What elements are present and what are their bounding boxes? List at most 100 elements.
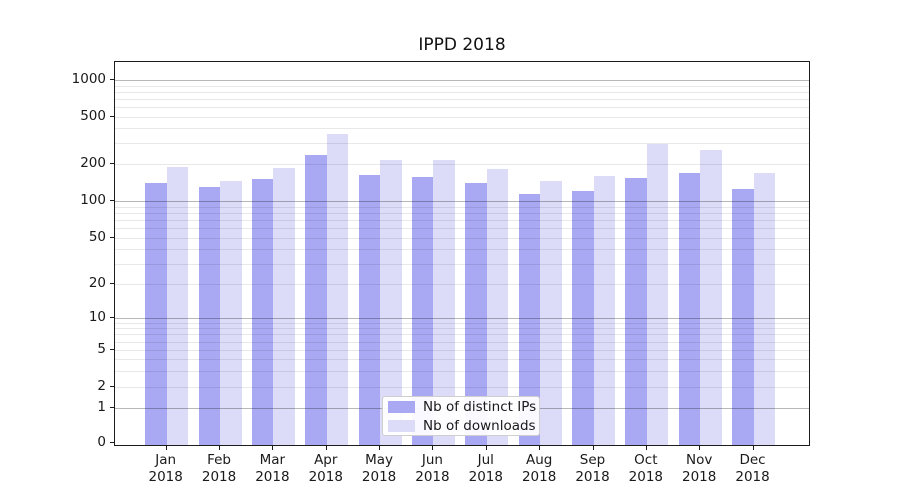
bar-downloads-may [380,159,402,445]
x-tick-year-dec: 2018 [735,468,770,485]
legend-item-distinct-ips: Nb of distinct IPs [383,399,539,415]
y-tick-0 [110,442,114,443]
x-tick-label-jul: Jul 2018 [456,452,516,485]
gridline-300 [115,143,809,145]
y-tick-500 [110,116,114,117]
bar-ips-jul [465,182,487,445]
x-tick-month-nov: Nov [686,452,713,468]
bar-ips-jan [145,183,167,445]
y-tick-label-2: 2 [97,378,106,394]
gridline-800 [115,91,809,93]
x-tick-label-apr: Apr 2018 [296,452,356,485]
x-tick-month-apr: Apr [314,452,338,468]
y-tick-2 [110,386,114,387]
y-tick-20 [110,283,114,284]
x-tick-jul [485,446,487,450]
gridline-500 [115,117,809,118]
bar-ips-mar [251,179,274,445]
bar-ips-sep [572,190,594,445]
legend: Nb of distinct IPs Nb of downloads [382,396,540,436]
gridline-400 [115,128,809,130]
bar-downloads-nov [700,149,722,445]
x-tick-year-feb: 2018 [201,468,237,485]
x-tick-year-jan: 2018 [148,468,183,485]
gridline-900 [115,85,809,87]
y-tick-1000 [110,79,114,80]
y-tick-1 [110,407,114,408]
x-tick-oct [645,446,647,450]
bar-ips-oct [625,178,647,445]
x-tick-year-may: 2018 [361,468,397,485]
x-tick-year-jun: 2018 [415,468,450,485]
x-tick-may [379,446,381,450]
bar-ips-feb [198,187,221,445]
x-tick-year-apr: 2018 [308,468,343,485]
y-tick-label-5: 5 [97,341,106,357]
bar-downloads-dec [753,172,776,445]
bar-downloads-aug [540,180,562,445]
x-tick-year-mar: 2018 [255,468,290,485]
x-tick-nov [699,446,701,450]
x-tick-label-sep: Sep 2018 [563,452,623,485]
y-tick-label-10: 10 [88,309,106,325]
legend-item-downloads: Nb of downloads [383,418,539,434]
y-tick-label-100: 100 [80,192,106,208]
bar-downloads-mar [273,168,295,445]
x-tick-month-aug: Aug [525,452,553,468]
bar-ips-aug [518,194,541,445]
x-tick-dec [752,446,754,450]
x-tick-month-dec: Dec [739,452,766,468]
x-tick-label-jan: Jan 2018 [136,452,196,485]
x-tick-year-oct: 2018 [628,468,664,485]
chart-title: IPPD 2018 [418,35,506,55]
x-tick-month-jun: Jun [421,452,443,468]
x-tick-label-may: May 2018 [349,452,409,485]
y-tick-100 [110,200,114,201]
legend-label-distinct-ips: Nb of distinct IPs [423,398,537,415]
gridline-700 [115,99,809,101]
bar-downloads-oct [646,144,669,445]
bar-downloads-apr [326,133,349,445]
bar-ips-nov [678,173,701,445]
y-tick-200 [110,163,114,164]
x-tick-year-jul: 2018 [468,468,503,485]
x-tick-month-oct: Oct [634,452,658,468]
y-tick-label-500: 500 [80,108,106,124]
x-tick-label-jun: Jun 2018 [402,452,462,485]
bar-downloads-jul [486,169,509,445]
x-tick-month-jul: Jul [477,452,494,468]
x-tick-year-aug: 2018 [521,468,557,485]
y-tick-label-200: 200 [80,155,106,171]
bar-ips-may [358,175,381,445]
x-tick-year-nov: 2018 [682,468,717,485]
legend-swatch-downloads [388,419,415,432]
x-tick-aug [539,446,541,450]
x-tick-label-dec: Dec 2018 [723,452,783,485]
bar-ips-apr [305,154,327,445]
x-tick-month-mar: Mar [259,452,286,468]
bar-downloads-jan [166,167,189,445]
bar-ips-dec [732,188,754,445]
y-tick-50 [110,237,114,238]
legend-label-downloads: Nb of downloads [423,417,536,434]
x-tick-mar [272,446,274,450]
x-tick-month-may: May [365,452,394,468]
y-tick-label-0: 0 [97,434,106,450]
bar-ips-jun [411,176,434,445]
legend-swatch-distinct-ips [388,400,415,413]
x-tick-feb [219,446,221,450]
x-tick-month-sep: Sep [579,452,606,468]
x-tick-label-oct: Oct 2018 [616,452,676,485]
bar-downloads-feb [220,180,242,445]
y-tick-label-1000: 1000 [71,71,106,87]
y-tick-label-1: 1 [97,399,106,415]
x-tick-label-aug: Aug 2018 [509,452,569,485]
x-tick-jan [165,446,167,450]
x-tick-year-sep: 2018 [575,468,610,485]
bar-downloads-jun [433,159,455,445]
x-tick-month-feb: Feb [207,452,231,468]
bar-downloads-sep [593,175,615,445]
gridline-1000 [115,80,809,81]
gridline-600 [115,107,809,109]
